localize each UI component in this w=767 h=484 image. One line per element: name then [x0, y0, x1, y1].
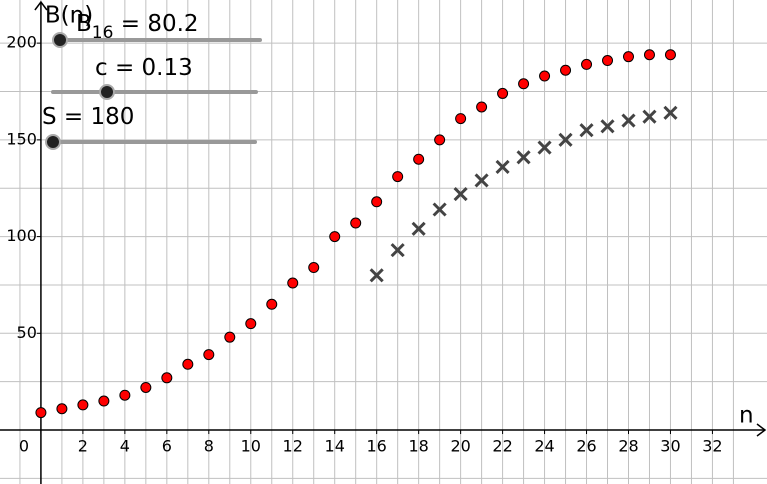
point — [434, 134, 446, 146]
cross-point — [453, 186, 468, 202]
y-tick-label: 100 — [6, 226, 37, 245]
x-tick-label: 24 — [534, 437, 554, 456]
point — [119, 389, 131, 401]
point — [371, 196, 383, 208]
slider-name: S — [42, 104, 57, 130]
point — [664, 49, 676, 61]
cross-point — [579, 123, 594, 138]
slider-knob[interactable] — [99, 84, 115, 100]
point — [602, 55, 614, 67]
point — [560, 64, 572, 76]
x-tick-label: 12 — [283, 437, 303, 456]
point — [350, 217, 362, 229]
point — [308, 262, 320, 274]
point — [266, 298, 278, 310]
y-tick-label: 50 — [17, 323, 37, 342]
slider-label: c = 0.13 — [95, 55, 193, 81]
x-tick-label: 32 — [702, 437, 722, 456]
slider-label: S = 180 — [42, 104, 134, 130]
point — [643, 49, 655, 61]
point — [35, 407, 47, 419]
point — [224, 331, 236, 343]
x-tick-label: 26 — [576, 437, 596, 456]
cross-point — [495, 159, 510, 175]
x-tick-label: 18 — [408, 437, 428, 456]
x-axis-label: n — [739, 403, 754, 429]
x-axis-arrow — [756, 423, 767, 437]
cross-point — [411, 221, 426, 236]
cross-point — [642, 109, 657, 124]
point — [161, 372, 173, 384]
cross-point — [369, 268, 384, 283]
slider-value: = 180 — [57, 104, 135, 130]
x-tick-label: 8 — [204, 437, 214, 456]
point — [287, 277, 299, 289]
point — [413, 153, 425, 165]
x-tick-label: 4 — [120, 437, 130, 456]
point — [245, 318, 257, 330]
cross-point — [474, 173, 489, 188]
slider-knob[interactable] — [45, 134, 61, 150]
y-tick-label: 150 — [6, 129, 37, 148]
cross-point — [537, 140, 552, 155]
point — [56, 403, 68, 415]
cross-point — [390, 243, 405, 258]
point — [455, 113, 467, 125]
slider-label: B16 = 80.2 — [76, 11, 199, 44]
x-tick-label: 22 — [492, 437, 512, 456]
y-tick-label: 200 — [6, 33, 37, 52]
y-axis-label: B(n) — [45, 3, 93, 29]
point — [476, 101, 488, 113]
cross-point — [432, 202, 447, 217]
point — [182, 358, 194, 370]
point — [203, 349, 215, 361]
x-tick-label: 28 — [618, 437, 638, 456]
slider-name: c — [95, 55, 108, 81]
point — [518, 78, 530, 90]
x-tick-label: 2 — [78, 437, 88, 456]
x-tick-label: 10 — [241, 437, 261, 456]
point — [77, 399, 89, 411]
slider-value: = 80.2 — [113, 11, 198, 37]
point — [539, 70, 551, 82]
point — [622, 51, 634, 63]
x-tick-label: 6 — [162, 437, 172, 456]
cross-point — [600, 119, 615, 134]
point — [329, 231, 341, 243]
slider-knob[interactable] — [52, 32, 68, 48]
slider-name: B — [76, 11, 92, 37]
cross-point — [663, 105, 678, 120]
point — [392, 171, 404, 183]
cross-point — [516, 150, 531, 165]
x-tick-label: 0 — [19, 437, 29, 456]
point — [581, 58, 593, 70]
point — [98, 395, 110, 407]
x-tick-label: 30 — [660, 437, 680, 456]
cross-point — [621, 113, 636, 128]
point — [140, 381, 152, 393]
x-tick-label: 20 — [450, 437, 470, 456]
x-tick-label: 14 — [325, 437, 345, 456]
cross-point — [558, 132, 573, 147]
point — [497, 87, 509, 99]
y-axis-arrow — [34, 0, 48, 11]
x-tick-label: 16 — [367, 437, 387, 456]
slider-value: = 0.13 — [108, 55, 193, 81]
